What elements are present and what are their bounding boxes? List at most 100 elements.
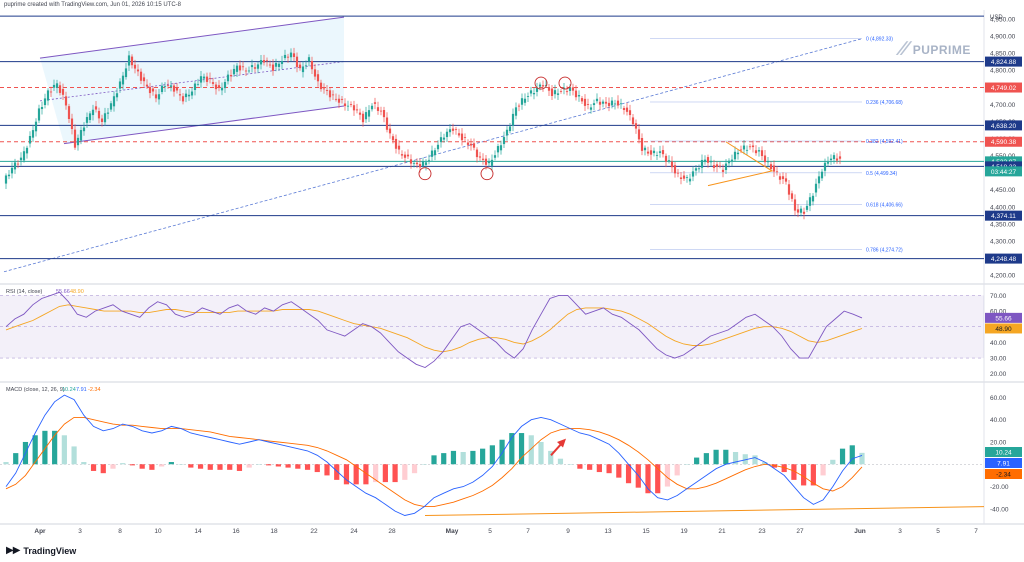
time-axis-label: 22 (310, 528, 318, 535)
macd-histogram-bar (139, 464, 145, 469)
candle-body (514, 107, 518, 116)
time-axis-label: 7 (974, 528, 978, 535)
candle-body (253, 67, 257, 69)
macd-divergence-line (424, 506, 985, 517)
price-tick-label: 4,800.00 (990, 68, 1016, 75)
rsi-ma-value-tag (985, 323, 1022, 334)
candle-body (238, 65, 242, 71)
candle-body (718, 165, 722, 167)
price-tick-label: 4,850.00 (990, 51, 1016, 58)
candle-body (487, 161, 491, 164)
candle-body (322, 88, 326, 90)
price-level-label: 4,749.02 (991, 85, 1017, 92)
candle-body (226, 74, 230, 82)
candle-body (385, 117, 389, 130)
time-axis-label: 13 (604, 528, 612, 535)
candle-body (598, 101, 602, 105)
macd-histogram-bar (450, 450, 457, 465)
macd-histogram-bar (732, 452, 739, 465)
candle-body (223, 81, 227, 89)
candle-body (37, 108, 41, 121)
fib-level-label: 0.618 (4,406.66) (866, 203, 903, 209)
candle-body (316, 74, 320, 82)
candle-body (379, 110, 383, 112)
price-level-label: 4,824.88 (991, 59, 1017, 66)
macd-histogram-bar (791, 464, 797, 480)
candle-body (85, 117, 89, 123)
macd-histogram-bar (752, 455, 758, 465)
candle-body (13, 162, 17, 170)
candle-body (31, 130, 35, 138)
rsi-tick-label: 70.00 (990, 293, 1007, 300)
price-tick-label: 4,200.00 (990, 273, 1016, 280)
candle-body (421, 161, 425, 166)
macd-line (5, 394, 863, 516)
candle-body (820, 171, 824, 179)
candle-body (736, 152, 740, 155)
channel-lower-line (63, 105, 345, 145)
candle-body (619, 103, 623, 105)
macd-histogram-bar (596, 464, 602, 473)
candle-body (571, 87, 575, 91)
candle-body (418, 164, 422, 168)
macd-histogram-bar (460, 452, 466, 465)
macd-value-tag-label: 7.91 (997, 461, 1010, 468)
candle-body (541, 85, 545, 87)
candle-body (580, 98, 584, 102)
candle-body (259, 60, 263, 65)
candle-body (283, 54, 287, 59)
candle-body (394, 138, 398, 149)
candle-body (280, 61, 284, 64)
candle-body (286, 56, 290, 58)
momentum-arrow-head (557, 438, 566, 448)
candle-body (34, 121, 38, 132)
macd-histogram-bar (392, 464, 398, 483)
candle-body (649, 150, 653, 155)
macd-histogram-bar (849, 445, 855, 465)
candle-body (559, 91, 563, 92)
candle-body (388, 128, 392, 134)
candle-body (565, 91, 569, 93)
candle-body (175, 87, 179, 91)
candle-body (538, 84, 542, 87)
candle-body (781, 176, 785, 180)
candle-body (448, 129, 452, 133)
candle-body (763, 155, 767, 163)
candle-body (82, 127, 86, 132)
candle-body (712, 165, 716, 168)
candle-body (199, 76, 203, 83)
candle-body (346, 105, 350, 107)
swing-marker-circle (534, 76, 548, 90)
macd-histogram-bar (771, 464, 778, 468)
candle-body (10, 167, 14, 174)
candle-body (415, 162, 419, 165)
candle-body (430, 150, 434, 157)
candle-body (172, 85, 176, 92)
candle-body (454, 129, 458, 131)
candle-body (634, 123, 638, 129)
candle-body (16, 163, 20, 165)
rsi-tick-label: 40.00 (990, 340, 1007, 347)
candle-body (139, 71, 143, 81)
candle-body (799, 208, 803, 213)
candle-body (349, 104, 353, 105)
candle-body (817, 176, 821, 184)
candle-body (589, 107, 593, 110)
time-axis-label: 18 (270, 528, 278, 535)
candle-body (160, 85, 164, 93)
candle-body (193, 83, 197, 91)
candle-body (364, 112, 368, 120)
candle-body (775, 171, 779, 173)
price-level-tag (985, 253, 1022, 264)
macd-histogram-bar (713, 449, 719, 465)
price-level-tag (985, 156, 1022, 167)
candle-body (805, 205, 809, 210)
macd-histogram-bar (71, 446, 77, 465)
macd-histogram-bar (61, 435, 67, 465)
candle-body (721, 169, 725, 172)
candle-body (478, 156, 482, 158)
candle-body (835, 158, 839, 161)
candle-body (661, 150, 665, 155)
candle-body (319, 82, 323, 90)
